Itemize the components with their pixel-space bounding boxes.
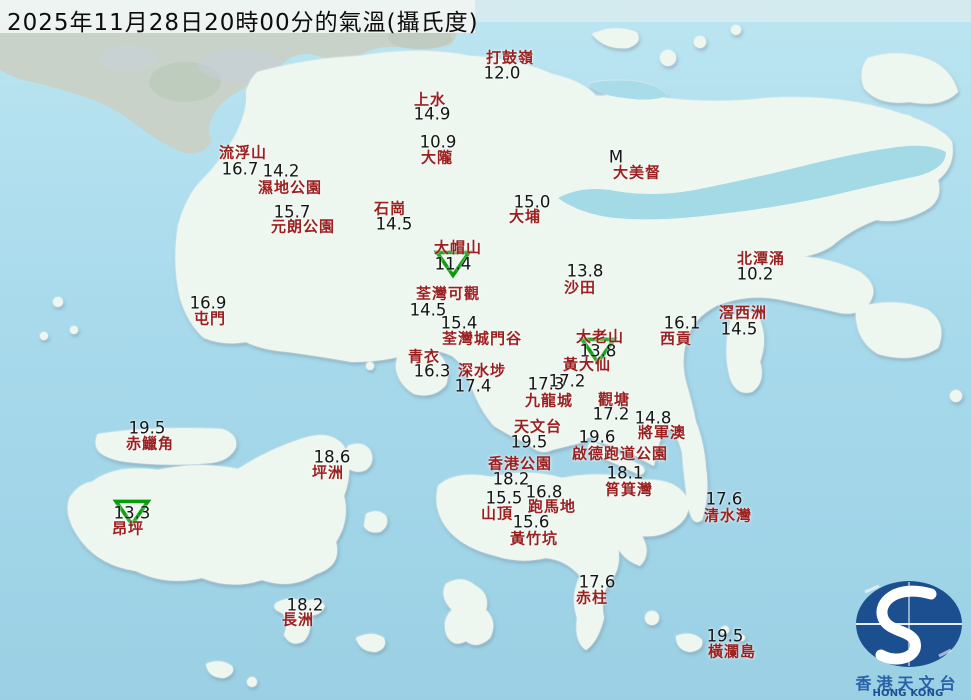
station-value: 16.7 [221,159,259,179]
station-name: 橫瀾島 [707,642,757,661]
station-name: 大埔 [508,207,542,226]
station-name: 跑馬地 [527,497,577,516]
map-title: 2025年11月28日20時00分的氣溫(攝氏度) [7,10,479,36]
station-name: 赤柱 [575,588,609,607]
station-name: 石崗 [373,199,407,218]
station-name: 長洲 [281,610,315,629]
station-name: 流浮山 [218,143,268,162]
station-value: 15.7 [273,202,311,222]
station-value: 13.8 [566,261,604,281]
station-value: 16.1 [663,313,701,333]
station-value: 14.2 [262,161,300,181]
falling-temperature-icon [112,499,152,528]
station-value: 17.6 [578,572,616,592]
station-name: 西貢 [659,329,693,348]
station-value: 15.5 [485,488,523,508]
station-value: 13.3 [113,503,151,523]
station-value: 19.5 [128,418,166,438]
station-value: 16.8 [525,482,563,502]
station-name: 大隴 [420,148,454,167]
station-value: 14.9 [413,104,451,124]
station-name: 赤鱲角 [125,434,175,453]
station-value: 15.0 [513,192,551,212]
station-value: 19.5 [706,626,744,646]
station-name: 啟德跑道公園 [571,444,669,463]
station-value: 17.2 [548,371,586,391]
station-name: 北潭涌 [736,249,786,268]
station-name: 滘西洲 [718,303,768,322]
station-name: 筲箕灣 [604,480,654,499]
station-value: 19.5 [510,432,548,452]
station-value: 10.2 [736,264,774,284]
hko-logo-name-en: HONG KONG OBSERVATORY [866,688,950,700]
station-name: 黃竹坑 [509,529,559,548]
station-value: 18.6 [313,447,351,467]
hko-logo: 香港天文台 HONG KONG OBSERVATORY [845,578,971,700]
station-value: 14.5 [720,319,758,339]
station-value: 18.1 [606,463,644,483]
station-value: 11.4 [434,254,472,274]
station-value: 18.2 [492,469,530,489]
station-value: 14.8 [634,408,672,428]
station-name: 觀塘 [597,390,631,409]
station-name: 打鼓嶺 [485,48,535,67]
hko-logo-name-cn: 香港天文台 [855,674,961,693]
station-name: 坪洲 [311,463,345,482]
station-name: 元朗公園 [270,217,336,236]
station-name: 大帽山 [433,238,483,257]
station-value: 15.4 [440,313,478,333]
station-name: 大老山 [575,327,625,346]
title-band [0,0,475,33]
land-areas [40,25,962,687]
station-name: 天文台 [513,417,563,436]
station-value: 17.2 [592,404,630,424]
station-value: 17.4 [454,376,492,396]
station-name: 九龍城 [524,391,574,410]
station-value: M [608,147,624,167]
station-name: 山頂 [480,504,514,523]
station-name: 濕地公園 [257,178,323,197]
station-name: 青衣 [407,347,441,366]
station-value: 15.6 [512,512,550,532]
station-value: 12.0 [483,63,521,83]
station-value: 16.3 [413,361,451,381]
falling-temperature-icon [433,250,473,279]
station-name: 荃灣可觀 [415,284,481,303]
station-value: 14.5 [375,214,413,234]
station-name: 大美督 [612,163,662,182]
station-name: 將軍澳 [637,423,687,442]
station-name: 黃大仙 [562,355,612,374]
hko-logo-icon [856,581,962,667]
station-value: 13.8 [579,341,617,361]
station-name: 沙田 [563,278,597,297]
station-value: 16.9 [189,293,227,313]
station-name: 清水灣 [703,506,753,525]
station-value: 19.6 [578,427,616,447]
falling-temperature-icon [578,337,618,366]
station-name: 深水埗 [457,361,507,380]
station-value: 18.2 [286,595,324,615]
station-name: 昂坪 [111,519,145,538]
station-name: 香港公園 [487,454,553,473]
station-name: 屯門 [193,309,227,328]
station-name: 荃灣城門谷 [441,329,523,348]
station-value: 17.3 [527,374,565,394]
station-value: 17.6 [705,489,743,509]
station-name: 上水 [413,90,447,109]
station-value: 10.9 [419,132,457,152]
station-value: 14.5 [409,300,447,320]
